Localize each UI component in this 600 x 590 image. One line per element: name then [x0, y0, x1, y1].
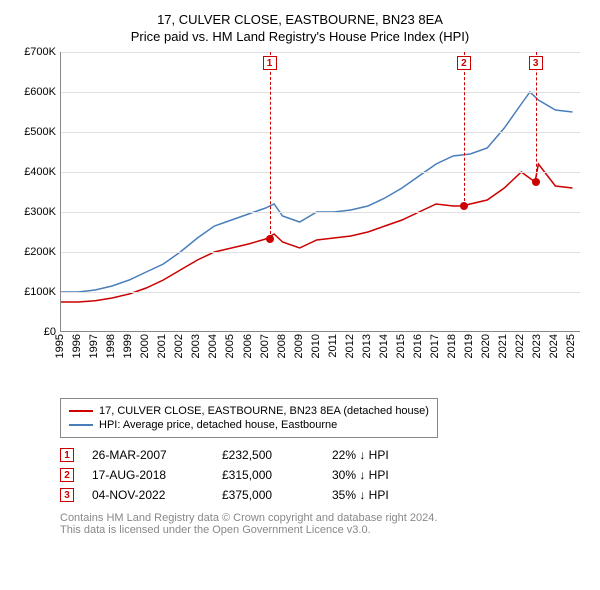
gridline: [61, 92, 580, 93]
legend-item: 17, CULVER CLOSE, EASTBOURNE, BN23 8EA (…: [69, 405, 429, 417]
gridline: [61, 132, 580, 133]
marker-box: 3: [529, 56, 543, 70]
plot-area: 1 2 3: [60, 52, 580, 332]
x-tick-label: 2005: [224, 334, 236, 358]
gridline: [61, 212, 580, 213]
x-tick-label: 2025: [565, 334, 577, 358]
y-tick-label: £400K: [24, 166, 56, 178]
y-tick-label: £600K: [24, 86, 56, 98]
event-row: 3 04-NOV-2022£375,00035% ↓ HPI: [60, 488, 590, 502]
x-tick-label: 2001: [156, 334, 168, 358]
x-tick-label: 2023: [531, 334, 543, 358]
footer-line-2: This data is licensed under the Open Gov…: [60, 524, 590, 536]
legend: 17, CULVER CLOSE, EASTBOURNE, BN23 8EA (…: [60, 398, 438, 438]
y-tick-label: £500K: [24, 126, 56, 138]
x-tick-label: 2009: [293, 334, 305, 358]
x-tick-label: 2004: [207, 334, 219, 358]
x-tick-label: 1999: [122, 334, 134, 358]
legend-item: HPI: Average price, detached house, East…: [69, 419, 429, 431]
x-tick-label: 2003: [190, 334, 202, 358]
legend-label: 17, CULVER CLOSE, EASTBOURNE, BN23 8EA (…: [99, 405, 429, 417]
event-row: 1 26-MAR-2007£232,50022% ↓ HPI: [60, 448, 590, 462]
event-marker: 1: [60, 448, 74, 462]
marker-dot: [266, 235, 274, 243]
event-date: 26-MAR-2007: [92, 448, 222, 462]
gridline: [61, 172, 580, 173]
y-tick-label: £100K: [24, 286, 56, 298]
event-price: £315,000: [222, 468, 332, 482]
x-tick-label: 2002: [173, 334, 185, 358]
event-marker: 2: [60, 468, 74, 482]
x-tick-label: 2000: [139, 334, 151, 358]
legend-swatch: [69, 424, 93, 426]
y-tick-label: £700K: [24, 46, 56, 58]
x-tick-label: 2024: [548, 334, 560, 358]
x-axis: 1995199619971998199920002001200220032004…: [60, 334, 580, 392]
x-tick-label: 2013: [361, 334, 373, 358]
x-tick-label: 2008: [276, 334, 288, 358]
marker-dot: [460, 202, 468, 210]
y-tick-label: £200K: [24, 246, 56, 258]
chart-area: £0£100K£200K£300K£400K£500K£600K£700K 12…: [10, 52, 590, 392]
x-tick-label: 2010: [310, 334, 322, 358]
marker-line: [270, 52, 271, 239]
chart-container: 17, CULVER CLOSE, EASTBOURNE, BN23 8EA P…: [10, 12, 590, 536]
event-marker: 3: [60, 488, 74, 502]
event-price: £232,500: [222, 448, 332, 462]
gridline: [61, 52, 580, 53]
x-tick-label: 1996: [71, 334, 83, 358]
event-price: £375,000: [222, 488, 332, 502]
event-date: 17-AUG-2018: [92, 468, 222, 482]
event-delta: 22% ↓ HPI: [332, 448, 452, 462]
footer: Contains HM Land Registry data © Crown c…: [60, 512, 590, 536]
x-tick-label: 2011: [327, 334, 339, 358]
events-table: 1 26-MAR-2007£232,50022% ↓ HPI 2 17-AUG-201…: [60, 448, 590, 502]
x-tick-label: 1995: [54, 334, 66, 358]
marker-box: 2: [457, 56, 471, 70]
y-tick-label: £300K: [24, 206, 56, 218]
x-tick-label: 2019: [463, 334, 475, 358]
x-tick-label: 2021: [497, 334, 509, 358]
line-chart-svg: [61, 52, 581, 332]
x-tick-label: 2022: [514, 334, 526, 358]
event-delta: 30% ↓ HPI: [332, 468, 452, 482]
series-hpi: [61, 92, 573, 292]
x-tick-label: 1997: [88, 334, 100, 358]
chart-title: 17, CULVER CLOSE, EASTBOURNE, BN23 8EA: [10, 12, 590, 27]
event-date: 04-NOV-2022: [92, 488, 222, 502]
x-tick-label: 2006: [242, 334, 254, 358]
gridline: [61, 292, 580, 293]
x-tick-label: 2015: [395, 334, 407, 358]
x-tick-label: 2012: [344, 334, 356, 358]
event-row: 2 17-AUG-2018£315,00030% ↓ HPI: [60, 468, 590, 482]
x-tick-label: 2016: [412, 334, 424, 358]
legend-label: HPI: Average price, detached house, East…: [99, 419, 337, 431]
marker-line: [536, 52, 537, 182]
event-delta: 35% ↓ HPI: [332, 488, 452, 502]
chart-subtitle: Price paid vs. HM Land Registry's House …: [10, 29, 590, 44]
x-tick-label: 2014: [378, 334, 390, 358]
x-tick-label: 2018: [446, 334, 458, 358]
marker-dot: [532, 178, 540, 186]
footer-line-1: Contains HM Land Registry data © Crown c…: [60, 512, 590, 524]
x-tick-label: 2020: [480, 334, 492, 358]
marker-line: [464, 52, 465, 206]
gridline: [61, 252, 580, 253]
x-tick-label: 2017: [429, 334, 441, 358]
marker-box: 1: [263, 56, 277, 70]
y-axis: £0£100K£200K£300K£400K£500K£600K£700K: [10, 52, 58, 332]
x-tick-label: 2007: [259, 334, 271, 358]
x-tick-label: 1998: [105, 334, 117, 358]
series-price_paid: [61, 164, 573, 302]
legend-swatch: [69, 410, 93, 412]
